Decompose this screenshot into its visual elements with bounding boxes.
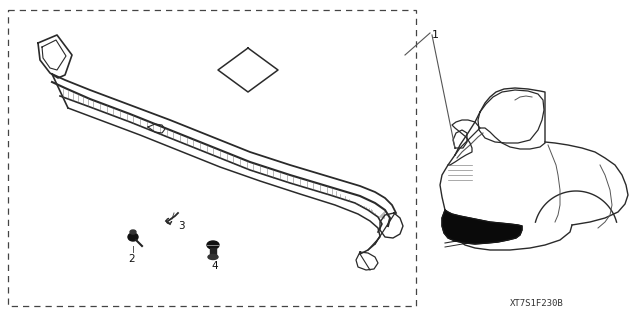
Text: 3: 3 xyxy=(178,221,184,231)
Bar xyxy=(210,248,216,257)
Text: XT7S1F230B: XT7S1F230B xyxy=(510,299,564,308)
Ellipse shape xyxy=(208,255,218,259)
Polygon shape xyxy=(442,210,522,244)
Ellipse shape xyxy=(207,241,219,249)
Text: 4: 4 xyxy=(211,261,218,271)
Ellipse shape xyxy=(130,230,136,234)
Text: 2: 2 xyxy=(128,254,134,264)
Bar xyxy=(8,10,416,306)
Text: 1: 1 xyxy=(432,30,439,40)
Ellipse shape xyxy=(128,233,138,241)
